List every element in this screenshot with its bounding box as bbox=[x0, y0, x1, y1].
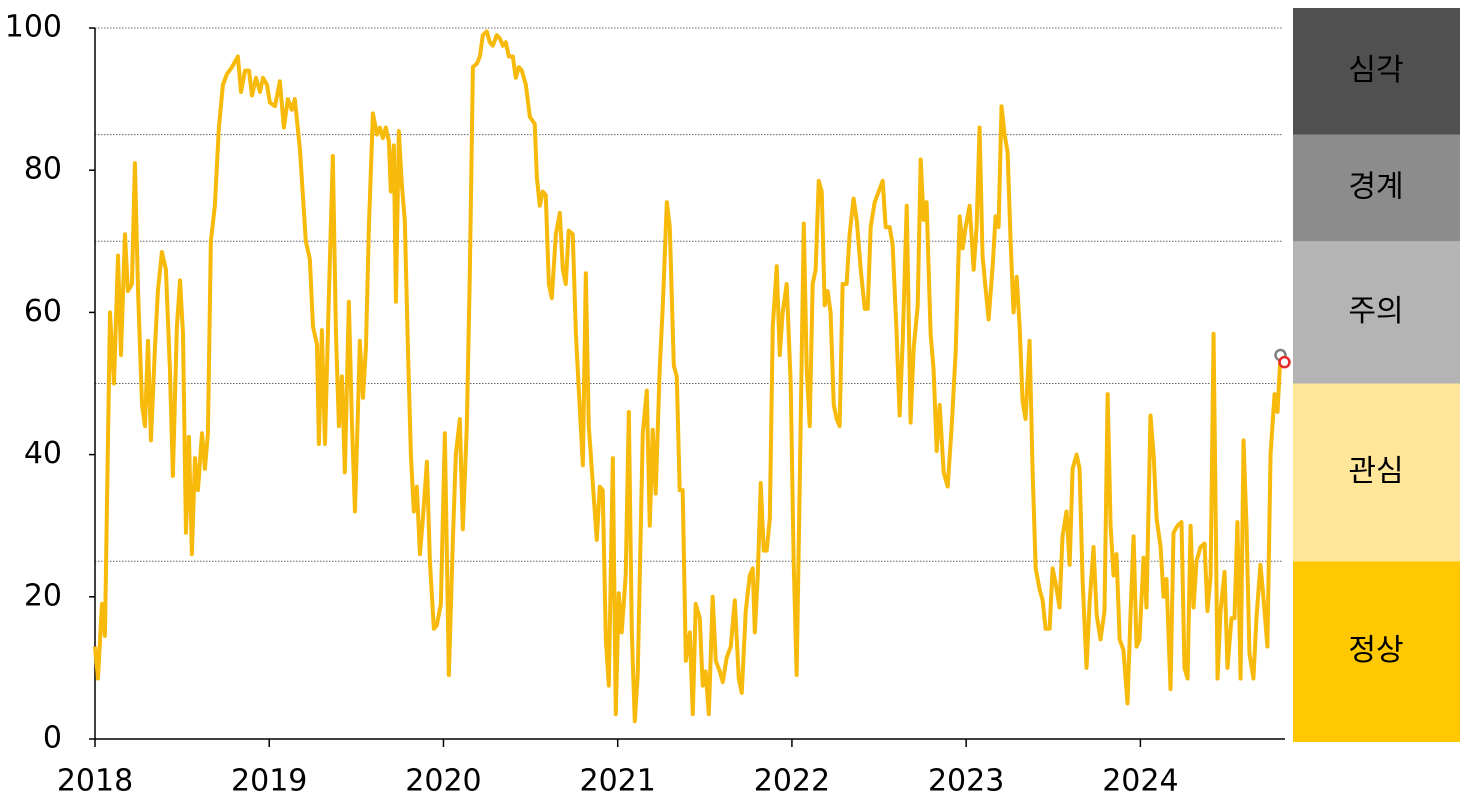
zone-label: 경계 bbox=[1348, 169, 1403, 204]
y-tick-label: 40 bbox=[24, 436, 62, 471]
series-line bbox=[93, 29, 1287, 724]
y-tick-label: 60 bbox=[24, 294, 62, 329]
zone-box bbox=[1293, 134, 1460, 242]
zone-box bbox=[1293, 8, 1460, 135]
x-tick-label: 2021 bbox=[580, 764, 656, 799]
zone-box bbox=[1293, 241, 1460, 384]
x-tick-label: 2019 bbox=[231, 764, 307, 799]
zone-legend: 정상 관심 주의 경계 심각 bbox=[1293, 8, 1460, 742]
y-tick-label: 20 bbox=[24, 578, 62, 613]
y-tick-label: 100 bbox=[5, 10, 62, 45]
y-tick-label: 0 bbox=[43, 721, 62, 756]
x-tick-label: 2023 bbox=[928, 764, 1004, 799]
zone-label: 주의 bbox=[1348, 294, 1403, 329]
zone-label: 관심 bbox=[1348, 454, 1403, 489]
x-tick-label: 2022 bbox=[754, 764, 830, 799]
zone-label: 심각 bbox=[1348, 53, 1403, 88]
end-marker bbox=[1278, 355, 1291, 369]
y-tick-label: 80 bbox=[24, 152, 62, 187]
x-tick-label: 2020 bbox=[405, 764, 481, 799]
zone-label: 정상 bbox=[1348, 633, 1403, 668]
grid: 0 20 40 60 80 100 2018 2019 2020 2021 2022 2023 2024 bbox=[5, 10, 1283, 799]
x-tick-label: 2018 bbox=[57, 764, 133, 799]
zone-box bbox=[1293, 561, 1460, 742]
plot bbox=[93, 29, 1291, 724]
x-tick-label: 2024 bbox=[1102, 764, 1178, 799]
zone-box bbox=[1293, 383, 1460, 562]
